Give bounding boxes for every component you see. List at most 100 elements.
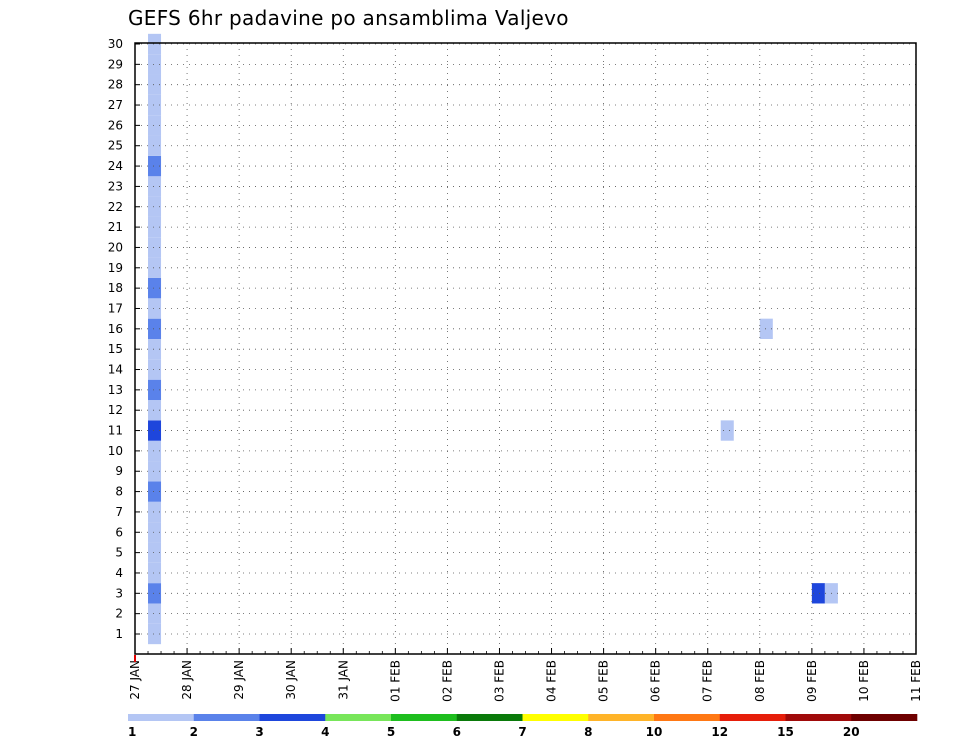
heatmap-cell <box>148 461 162 482</box>
colorbar-label: 3 <box>255 725 263 739</box>
colorbar-label: 12 <box>711 725 728 739</box>
heatmap-cell <box>148 54 162 75</box>
y-tick-label: 29 <box>108 57 123 71</box>
colorbar-swatch <box>128 714 195 721</box>
chart-title: GEFS 6hr padavine po ansamblima Valjevo <box>128 6 569 30</box>
y-tick-label: 8 <box>115 485 123 499</box>
heatmap-cell <box>148 115 162 136</box>
heatmap-cell <box>148 277 162 299</box>
x-tick-label: 08 FEB <box>753 660 767 702</box>
colorbar-label: 20 <box>843 725 860 739</box>
colorbar-label: 4 <box>321 725 329 739</box>
heatmap-cell <box>148 135 162 156</box>
heatmap-cell <box>720 420 734 441</box>
heatmap-cells <box>148 33 838 645</box>
y-tick-label: 9 <box>115 464 123 478</box>
heatmap-cell <box>148 196 162 217</box>
y-tick-label: 17 <box>108 301 123 315</box>
y-tick-label: 23 <box>108 179 123 193</box>
colorbar-swatch <box>719 714 786 721</box>
heatmap-cell <box>148 522 162 543</box>
heatmap-cell <box>148 176 162 197</box>
colorbar-label: 1 <box>128 725 136 739</box>
y-tick-label: 12 <box>108 403 123 417</box>
heatmap-cell <box>148 542 162 563</box>
y-tick-label: 11 <box>108 424 123 438</box>
y-tick-label: 26 <box>108 118 123 132</box>
heatmap-cell <box>148 501 162 523</box>
heatmap-cell <box>148 216 162 238</box>
y-tick-label: 4 <box>115 566 123 580</box>
y-axis: 1234567891011121314151617181920212223242… <box>108 37 140 641</box>
colorbar-swatch <box>391 714 458 721</box>
x-tick-label: 04 FEB <box>545 660 559 702</box>
y-tick-label: 21 <box>108 220 123 234</box>
heatmap-cell <box>148 562 162 584</box>
colorbar-swatch <box>193 714 260 721</box>
heatmap-cell <box>148 420 162 441</box>
y-tick-label: 25 <box>108 139 123 153</box>
colorbar-swatch <box>325 714 392 721</box>
y-tick-label: 28 <box>108 78 123 92</box>
y-tick-label: 22 <box>108 200 123 214</box>
heatmap-cell <box>148 94 162 116</box>
x-tick-label: 06 FEB <box>649 660 663 702</box>
x-tick-label: 09 FEB <box>805 660 819 702</box>
heatmap-cell <box>148 33 162 55</box>
x-axis: 27 JAN 28 JAN 29 JAN 30 JAN 31 JAN 01 FEB 02 F… <box>128 648 923 702</box>
heatmap-cell <box>811 583 825 604</box>
y-tick-label: 13 <box>108 383 123 397</box>
y-tick-label: 5 <box>115 546 123 560</box>
colorbar: 1 2 3 4 5 6 7 8 10 12 15 20 <box>128 714 918 739</box>
heatmap-cell <box>148 237 162 258</box>
y-tick-label: 19 <box>108 261 123 275</box>
colorbar-label: 10 <box>646 725 663 739</box>
colorbar-label: 15 <box>777 725 794 739</box>
y-tick-label: 24 <box>108 159 123 173</box>
colorbar-label: 5 <box>387 725 395 739</box>
x-tick-label: 02 FEB <box>440 660 454 702</box>
colorbar-swatch <box>851 714 918 721</box>
y-tick-label: 7 <box>115 505 123 519</box>
y-tick-label: 3 <box>115 586 123 600</box>
x-tick-label: 01 FEB <box>388 660 402 702</box>
colorbar-label: 8 <box>584 725 592 739</box>
heatmap-cell <box>148 379 162 401</box>
heatmap-cell <box>148 481 162 502</box>
colorbar-swatch <box>522 714 589 721</box>
x-tick-label: 28 JAN <box>180 660 194 700</box>
heatmap-cell <box>148 400 162 421</box>
heatmap-cell <box>148 339 162 360</box>
colorbar-swatch <box>654 714 721 721</box>
colorbar-label: 6 <box>453 725 461 739</box>
colorbar-swatch <box>785 714 852 721</box>
y-tick-label: 2 <box>115 607 123 621</box>
y-tick-label: 6 <box>115 525 123 539</box>
heatmap-cell <box>148 318 162 339</box>
colorbar-label: 7 <box>518 725 526 739</box>
y-tick-label: 27 <box>108 98 123 112</box>
x-tick-label: 29 JAN <box>232 660 246 700</box>
y-tick-label: 14 <box>108 363 123 377</box>
plot-frame <box>134 42 917 655</box>
y-tick-label: 18 <box>108 281 123 295</box>
y-tick-label: 10 <box>108 444 123 458</box>
x-tick-label: 30 JAN <box>284 660 298 700</box>
x-tick-label: 10 FEB <box>857 660 871 702</box>
heatmap-cell <box>148 603 162 624</box>
heatmap-cell <box>148 298 162 319</box>
heatmap-cell <box>148 74 162 95</box>
x-tick-label: 11 FEB <box>909 660 923 702</box>
colorbar-swatch <box>259 714 326 721</box>
y-tick-label: 20 <box>108 240 123 254</box>
heatmap-cell <box>759 318 773 339</box>
heatmap-cell <box>148 257 162 278</box>
heatmap-cell <box>148 623 162 645</box>
y-tick-label: 30 <box>108 37 123 51</box>
x-tick-label: 07 FEB <box>701 660 715 702</box>
heatmap-cell <box>148 359 162 380</box>
x-tick-label: 27 JAN <box>128 660 142 700</box>
colorbar-label: 2 <box>190 725 198 739</box>
heatmap-cell <box>148 440 162 462</box>
